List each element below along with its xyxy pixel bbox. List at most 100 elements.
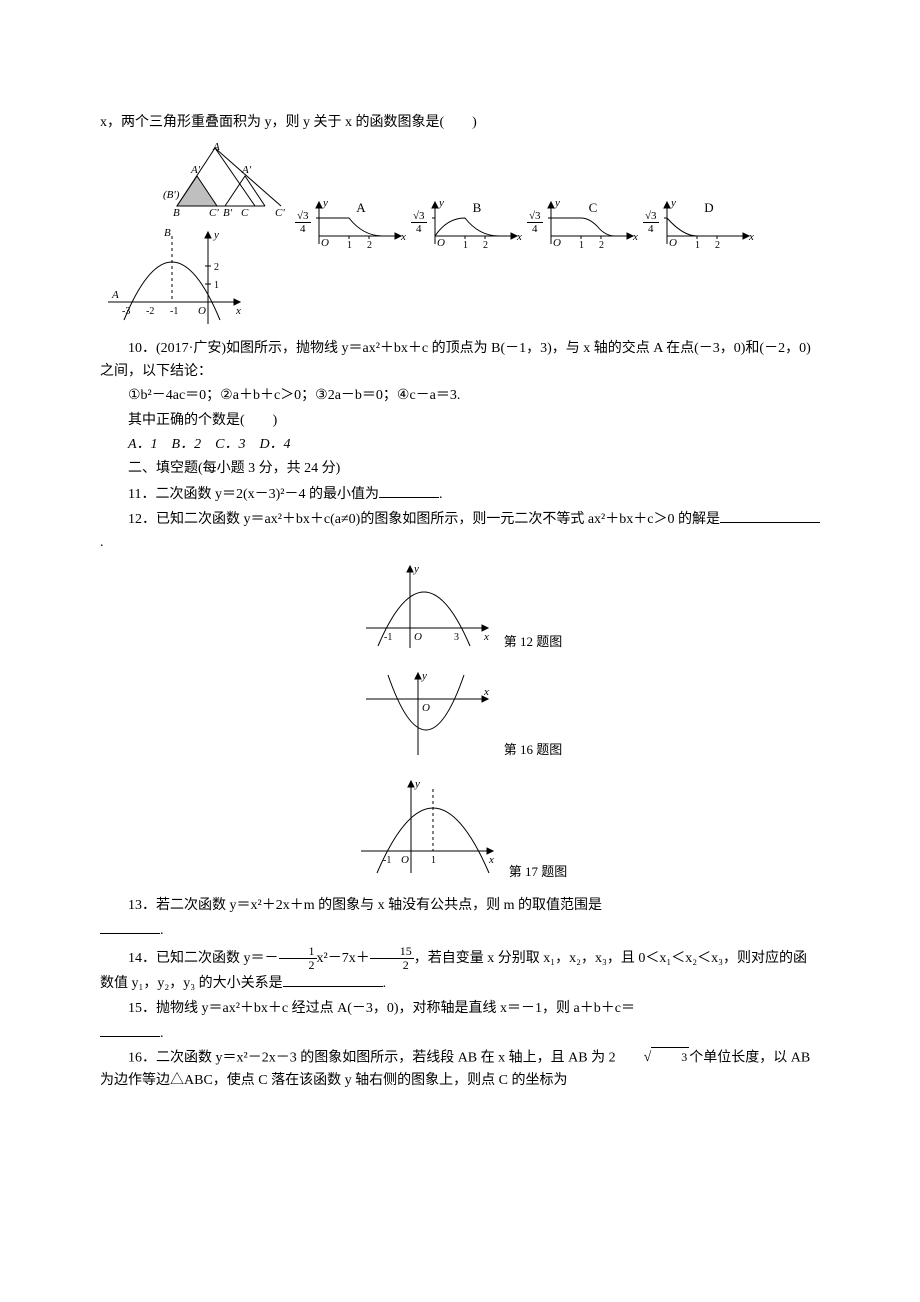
axis-x: x — [400, 231, 406, 243]
q9-opt-C: 1 2 x y O √34 C — [545, 196, 641, 219]
axis-y: y — [554, 197, 560, 209]
q13-blank-line: . — [100, 919, 820, 942]
lbl-A1: A' — [190, 164, 201, 176]
axis-x: x — [632, 231, 638, 243]
q14: 14．已知二次函数 y＝－12x²－7x＋152，若自变量 x 分别取 x₁，x… — [100, 945, 820, 996]
q10-text2: ①b²－4ac＝0；②a＋b＋c＞0；③2a－b＝0；④c－a＝3. — [100, 385, 820, 407]
axis-y: y — [413, 563, 419, 575]
q9-tail: x，两个三角形重叠面积为 y，则 y 关于 x 的函数图象是( ) — [100, 112, 820, 134]
yt-2: 2 — [214, 262, 219, 273]
q14-frac1: 12 — [279, 945, 317, 972]
q12-text: 12．已知二次函数 y＝ax²＋bx＋c(a≠0)的图象如图所示，则一元二次不等… — [128, 512, 720, 527]
origin-O: O — [437, 237, 445, 249]
opt-label-C: C — [589, 198, 598, 219]
axis-x: x — [235, 305, 241, 317]
q9-figure-row: A A' A' (B') B C' B' C C' 1 2 x y O — [100, 140, 820, 218]
lbl-Bp: (B') — [163, 189, 180, 201]
opt-label-D: D — [704, 198, 713, 219]
xt-1: -1 — [170, 306, 178, 317]
axis-x: x — [483, 631, 489, 643]
origin-O: O — [321, 237, 329, 249]
q16-caption: 第 16 题图 — [504, 740, 563, 761]
axis-y: y — [322, 197, 328, 209]
axis-y: y — [414, 778, 420, 790]
xt-2: -2 — [146, 306, 154, 317]
axis-x: x — [488, 854, 494, 866]
lbl-Cr: C' — [275, 207, 285, 218]
ytick-frac: √34 — [643, 210, 659, 235]
q12-caption: 第 12 题图 — [504, 632, 563, 653]
q12-end: . — [100, 535, 104, 550]
q10-text1: 10．(2017·广安)如图所示，抛物线 y＝ax²＋bx＋c 的顶点为 B(－… — [100, 338, 820, 383]
q15-end: . — [160, 1026, 164, 1041]
pt-B: B — [164, 227, 171, 239]
q15-text: 15．抛物线 y＝ax²＋bx＋c 经过点 A(－3，0)，对称轴是直线 x＝－… — [128, 1001, 635, 1016]
q9-opt-D: 1 2 x y O √34 D — [661, 196, 757, 219]
lbl-B: B — [173, 207, 180, 218]
opt-label-A: A — [356, 198, 365, 219]
origin-O: O — [401, 854, 409, 866]
axis-y: y — [213, 229, 219, 241]
q12: 12．已知二次函数 y＝ax²＋bx＋c(a≠0)的图象如图所示，则一元二次不等… — [100, 508, 820, 554]
q13: 13．若二次函数 y＝x²＋2x＋m 的图象与 x 轴没有公共点，则 m 的取值… — [100, 895, 820, 917]
origin-O: O — [422, 702, 430, 714]
q16-figure: O x y 第 16 题图 — [100, 665, 820, 768]
q9-opt-B: 1 2 x y O √34 B — [429, 196, 525, 219]
tick-2: 2 — [483, 240, 488, 251]
q16-sqrt: √3 — [616, 1047, 690, 1069]
q11-blank[interactable] — [379, 483, 439, 498]
xt-1: 1 — [431, 855, 436, 866]
q11: 11．二次函数 y＝2(x－3)²－4 的最小值为. — [100, 483, 820, 506]
section2-header: 二、填空题(每小题 3 分，共 24 分) — [100, 458, 820, 480]
tick-2: 2 — [367, 240, 372, 251]
q16-pre: 16．二次函数 y＝x²－2x－3 的图象如图所示，若线段 AB 在 x 轴上，… — [128, 1051, 616, 1066]
q14-end: . — [383, 976, 387, 991]
tick-2: 2 — [599, 240, 604, 251]
axis-y: y — [421, 670, 427, 682]
origin-O: O — [198, 305, 206, 317]
tick-1: 1 — [579, 240, 584, 251]
q15-blank-line: . — [100, 1022, 820, 1045]
xt-n1: -1 — [383, 855, 391, 866]
opt-label-B: B — [473, 198, 482, 219]
q15-blank[interactable] — [100, 1022, 160, 1037]
tick-1: 1 — [463, 240, 468, 251]
pt-A: A — [111, 289, 119, 301]
axis-y: y — [670, 197, 676, 209]
q14-mid: x²－7x＋ — [317, 951, 370, 966]
q13-end: . — [160, 923, 164, 938]
q9-triangle: A A' A' (B') B C' B' C C' — [163, 140, 293, 218]
lbl-A: A — [212, 141, 220, 153]
origin-O: O — [553, 237, 561, 249]
q10-opts-text: A．1 B．2 C．3 D．4 — [128, 437, 291, 452]
q12-blank[interactable] — [720, 508, 820, 523]
yt-1: 1 — [214, 280, 219, 291]
q11-end: . — [439, 487, 443, 502]
q10-text3: 其中正确的个数是( ) — [100, 410, 820, 432]
ytick-frac: √34 — [295, 210, 311, 235]
q14-blank[interactable] — [283, 972, 383, 987]
q14-frac2: 152 — [370, 945, 414, 972]
q14-pre: 14．已知二次函数 y＝－ — [128, 951, 279, 966]
lbl-Cp: C' — [209, 207, 219, 218]
ytick-frac: √34 — [411, 210, 427, 235]
q16: 16．二次函数 y＝x²－2x－3 的图象如图所示，若线段 AB 在 x 轴上，… — [100, 1047, 820, 1092]
tick-1: 1 — [695, 240, 700, 251]
xt-3: -3 — [122, 306, 130, 317]
axis-x: x — [516, 231, 522, 243]
q12-figure: -1 3 O x y 第 12 题图 — [100, 558, 820, 661]
q13-blank[interactable] — [100, 919, 160, 934]
q11-text: 11．二次函数 y＝2(x－3)²－4 的最小值为 — [128, 487, 379, 502]
lbl-Cpr2: C — [241, 207, 249, 218]
ytick-frac: √34 — [527, 210, 543, 235]
q15: 15．抛物线 y＝ax²＋bx＋c 经过点 A(－3，0)，对称轴是直线 x＝－… — [100, 998, 820, 1020]
q13-text: 13．若二次函数 y＝x²＋2x＋m 的图象与 x 轴没有公共点，则 m 的取值… — [128, 898, 602, 913]
q17-figure: -1 1 O x y 第 17 题图 — [100, 773, 820, 891]
origin-O: O — [669, 237, 677, 249]
tick-1: 1 — [347, 240, 352, 251]
tick-2: 2 — [715, 240, 720, 251]
lbl-Bpr: B' — [223, 207, 233, 218]
axis-y: y — [438, 197, 444, 209]
axis-x: x — [748, 231, 754, 243]
q17-caption: 第 17 题图 — [509, 862, 568, 883]
